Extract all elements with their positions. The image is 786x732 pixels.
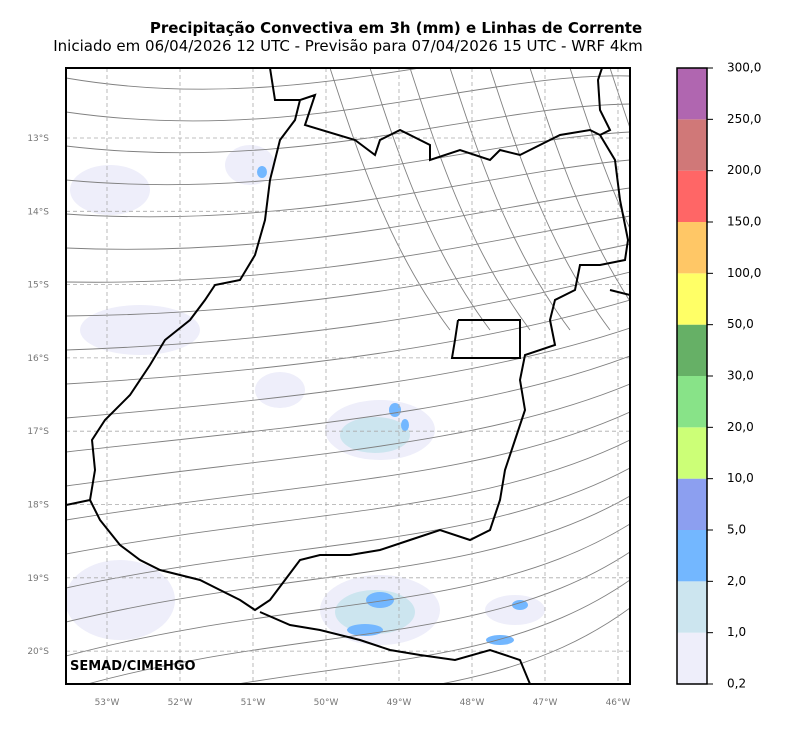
colorbar-label: 300,0 xyxy=(727,61,761,75)
colorbar-segment xyxy=(677,478,707,530)
colorbar-label: 20,0 xyxy=(727,420,754,434)
streamline xyxy=(234,579,630,684)
lon-label: 47°W xyxy=(533,698,558,708)
lon-label: 49°W xyxy=(387,698,412,708)
graticule xyxy=(66,68,630,684)
colorbar-label: 200,0 xyxy=(727,163,761,177)
colorbar-segment xyxy=(677,170,707,222)
streamline xyxy=(409,68,531,331)
lon-label: 50°W xyxy=(314,698,339,708)
streamline xyxy=(329,68,451,331)
streamline xyxy=(66,411,630,521)
streamline xyxy=(66,355,630,453)
colorbar-segment xyxy=(677,273,707,325)
lon-label: 52°W xyxy=(168,698,193,708)
lat-label: 15°S xyxy=(27,281,49,291)
streamline xyxy=(569,68,630,230)
map: SEMAD/CIMEHGO xyxy=(66,68,630,684)
colorbar-segment xyxy=(677,119,707,171)
lat-label: 19°S xyxy=(27,574,49,584)
colorbar-label: 10,0 xyxy=(727,471,754,485)
colorbar: 0,2 1,0 2,0 5,0 10,0 20,0 30,0 50,0 100,0 150,0 20… xyxy=(676,61,761,691)
colorbar-segment xyxy=(677,530,707,582)
lat-label: 20°S xyxy=(27,647,49,657)
lon-label: 48°W xyxy=(460,698,485,708)
streamline xyxy=(66,439,630,555)
title: Precipitação Convectiva em 3h (mm) e Lin… xyxy=(150,19,642,37)
colorbar-label: 100,0 xyxy=(727,266,761,280)
streamline xyxy=(66,243,630,317)
colorbar-label: 0,2 xyxy=(727,677,746,691)
streamline xyxy=(66,495,630,623)
streamline xyxy=(66,299,630,385)
streamline xyxy=(85,551,630,684)
streamline xyxy=(66,271,630,351)
streamline xyxy=(66,327,630,419)
colorbar-label: 5,0 xyxy=(727,523,746,537)
streamline xyxy=(66,215,630,283)
colorbar-label: 2,0 xyxy=(727,574,746,588)
lon-label: 46°W xyxy=(606,698,631,708)
credit: SEMAD/CIMEHGO xyxy=(70,659,196,674)
streamline xyxy=(66,187,630,250)
subtitle: Iniciado em 06/04/2026 12 UTC - Previsão… xyxy=(53,37,642,55)
colorbar-segment xyxy=(677,376,707,428)
colorbar-segment xyxy=(677,68,707,120)
axis-labels: 13°S 14°S 15°S 16°S 17°S 18°S 19°S 20°S 53°W 52°W… xyxy=(27,134,630,708)
lat-label: 14°S xyxy=(27,207,49,217)
borders xyxy=(66,68,630,684)
colorbar-segment xyxy=(677,581,707,633)
streamline xyxy=(66,159,630,218)
colorbar-label: 1,0 xyxy=(727,625,746,639)
streamline xyxy=(609,68,630,130)
streamline xyxy=(66,103,630,154)
streamline xyxy=(438,607,630,684)
colorbar-segment xyxy=(677,632,707,684)
lat-label: 18°S xyxy=(27,501,49,511)
streamline xyxy=(66,523,630,657)
streamline xyxy=(489,68,611,331)
colorbar-segment xyxy=(677,427,707,479)
streamline xyxy=(66,75,630,122)
colorbar-label: 150,0 xyxy=(727,215,761,229)
colorbar-segment xyxy=(677,222,707,274)
colorbar-label: 50,0 xyxy=(727,317,754,331)
lat-label: 16°S xyxy=(27,354,49,364)
colorbar-segment xyxy=(677,324,707,376)
colorbar-label: 30,0 xyxy=(727,369,754,383)
lon-label: 53°W xyxy=(95,698,120,708)
streamline xyxy=(449,68,571,331)
streamline xyxy=(369,68,491,331)
lon-label: 51°W xyxy=(241,698,266,708)
map-frame xyxy=(65,67,631,685)
lat-label: 17°S xyxy=(27,427,49,437)
lat-label: 13°S xyxy=(27,134,49,144)
streamline xyxy=(66,383,630,487)
streamline xyxy=(529,68,630,303)
streamline xyxy=(66,68,423,90)
colorbar-label: 250,0 xyxy=(727,112,761,126)
